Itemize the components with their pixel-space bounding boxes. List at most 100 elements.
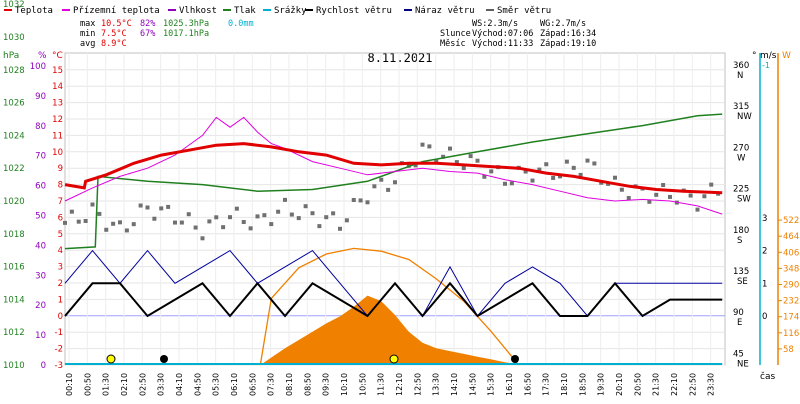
wind-direction-point bbox=[509, 181, 514, 186]
wind-direction-point bbox=[207, 219, 212, 224]
hpa-tick-label: 1018 bbox=[3, 230, 25, 240]
wind-direction-point bbox=[365, 200, 370, 205]
hpa-tick-label: 1016 bbox=[3, 263, 25, 273]
w-tick-label: 522 bbox=[783, 216, 799, 226]
wind-direction-point bbox=[558, 174, 562, 179]
dir-tick-label: 315 bbox=[733, 102, 749, 112]
wind-direction-point bbox=[626, 196, 631, 201]
dir-name-label: NW bbox=[737, 112, 752, 122]
wind-direction-point bbox=[296, 216, 301, 221]
wind-direction-point bbox=[482, 174, 487, 179]
temp-tick-label: -1 bbox=[55, 328, 63, 338]
wind-direction-point bbox=[186, 212, 191, 217]
wind-direction-point bbox=[530, 178, 535, 183]
wind-direction-point bbox=[613, 175, 617, 180]
wind-direction-point bbox=[283, 197, 287, 202]
wind-direction-point bbox=[448, 146, 452, 151]
hpa-tick-label: 1028 bbox=[3, 66, 25, 76]
wind-direction-point bbox=[441, 154, 446, 159]
wind-direction-point bbox=[317, 224, 322, 229]
wind-direction-point bbox=[475, 158, 480, 163]
wind-direction-point bbox=[234, 206, 239, 211]
wind-direction-point bbox=[69, 209, 74, 214]
wind-direction-point bbox=[661, 183, 666, 188]
wind-direction-point bbox=[289, 212, 294, 217]
wind-direction-point bbox=[104, 227, 109, 232]
x-tick-label: 20:50 bbox=[633, 373, 642, 396]
wind-direction-point bbox=[159, 206, 164, 211]
pct-tick-label: 10 bbox=[35, 331, 46, 341]
stats-pressure: 1017.1hPa bbox=[163, 29, 209, 39]
wind-direction-point bbox=[578, 172, 583, 177]
dir-tick-label: 270 bbox=[733, 143, 749, 153]
x-tick-label: 10:10 bbox=[340, 373, 349, 396]
hpa-tick-label: 1010 bbox=[3, 361, 25, 371]
dir-name-label: E bbox=[737, 318, 742, 328]
x-axis-label: čas bbox=[760, 371, 775, 382]
right-axes: °360N315NW270W225SW180S135SE90E45NEm/s-1… bbox=[733, 51, 799, 369]
w-tick-label: 174 bbox=[783, 313, 799, 323]
dir-tick-label: 225 bbox=[733, 185, 749, 195]
wind-direction-point bbox=[537, 167, 542, 172]
temp-tick-label: 1 bbox=[58, 295, 63, 305]
wind-direction-point bbox=[131, 222, 136, 227]
hpa-tick-label: 1032 bbox=[3, 0, 25, 10]
x-tick-label: 21:30 bbox=[652, 373, 661, 396]
x-tick-label: 22:10 bbox=[670, 373, 679, 396]
solar-area bbox=[65, 295, 723, 365]
wind-direction-point bbox=[152, 216, 157, 221]
temp-tick-label: -2 bbox=[55, 345, 63, 355]
x-tick-label: 11:30 bbox=[377, 373, 386, 396]
wind-direction-point bbox=[585, 158, 590, 163]
left-axes: hPa1032103010281026102410221020101810161… bbox=[3, 0, 63, 371]
wind-direction-point bbox=[269, 222, 274, 227]
temp-tick-label: 2 bbox=[58, 279, 63, 289]
x-tick-label: 16:10 bbox=[505, 373, 514, 396]
wind-direction-point bbox=[124, 228, 129, 233]
x-tick-label: 03:30 bbox=[157, 373, 166, 396]
pct-tick-label: 90 bbox=[35, 92, 46, 102]
x-tick-label: 18:10 bbox=[560, 373, 569, 396]
wind-direction-point bbox=[111, 221, 116, 226]
wind-direction-point bbox=[372, 184, 377, 189]
wind-direction-point bbox=[489, 169, 494, 174]
hpa-tick-label: 1030 bbox=[3, 33, 25, 43]
wind-direction-point bbox=[193, 225, 198, 230]
wind-direction-point bbox=[654, 192, 659, 197]
w-tick-label: 464 bbox=[783, 232, 799, 242]
x-tick-label: 06:10 bbox=[230, 373, 239, 396]
wind-direction-point bbox=[523, 169, 528, 174]
x-tick-label: 14:50 bbox=[468, 373, 477, 396]
pct-tick-label: 100 bbox=[30, 62, 46, 72]
x-tick-label: 04:50 bbox=[193, 373, 202, 396]
temp-tick-label: 13 bbox=[52, 99, 63, 109]
wind-direction-point bbox=[688, 193, 693, 198]
x-tick-label: 02:50 bbox=[138, 373, 147, 396]
wind-direction-point bbox=[393, 180, 397, 185]
temp-tick-label: 3 bbox=[58, 263, 63, 273]
x-tick-label: 05:30 bbox=[212, 373, 221, 396]
x-tick-label: 16:50 bbox=[523, 373, 532, 396]
dir-tick-label: 180 bbox=[733, 226, 749, 236]
wind-direction-point bbox=[118, 220, 122, 225]
chart-title: 8.11.2021 bbox=[367, 51, 432, 65]
ms-axis-unit: m/s bbox=[760, 51, 777, 61]
wind-direction-point bbox=[454, 160, 459, 165]
stats-row-label: max bbox=[80, 19, 95, 29]
ms-tick-label: 2 bbox=[762, 247, 767, 257]
wind-direction-point bbox=[331, 211, 336, 216]
temp-tick-label: -3 bbox=[55, 361, 63, 371]
wind-direction-point bbox=[358, 198, 363, 203]
hpa-tick-label: 1022 bbox=[3, 164, 25, 174]
x-tick-label: 15:30 bbox=[487, 373, 496, 396]
w-tick-label: 290 bbox=[783, 281, 799, 291]
plot-area bbox=[63, 52, 726, 366]
wind-direction-point bbox=[138, 203, 143, 208]
wind-direction-point bbox=[248, 226, 253, 231]
dir-name-label: SE bbox=[737, 277, 748, 287]
temp-tick-label: 0 bbox=[58, 312, 63, 322]
dir-name-label: S bbox=[737, 236, 742, 246]
pct-tick-label: 30 bbox=[35, 271, 46, 281]
hpa-axis-unit: hPa bbox=[3, 51, 19, 61]
